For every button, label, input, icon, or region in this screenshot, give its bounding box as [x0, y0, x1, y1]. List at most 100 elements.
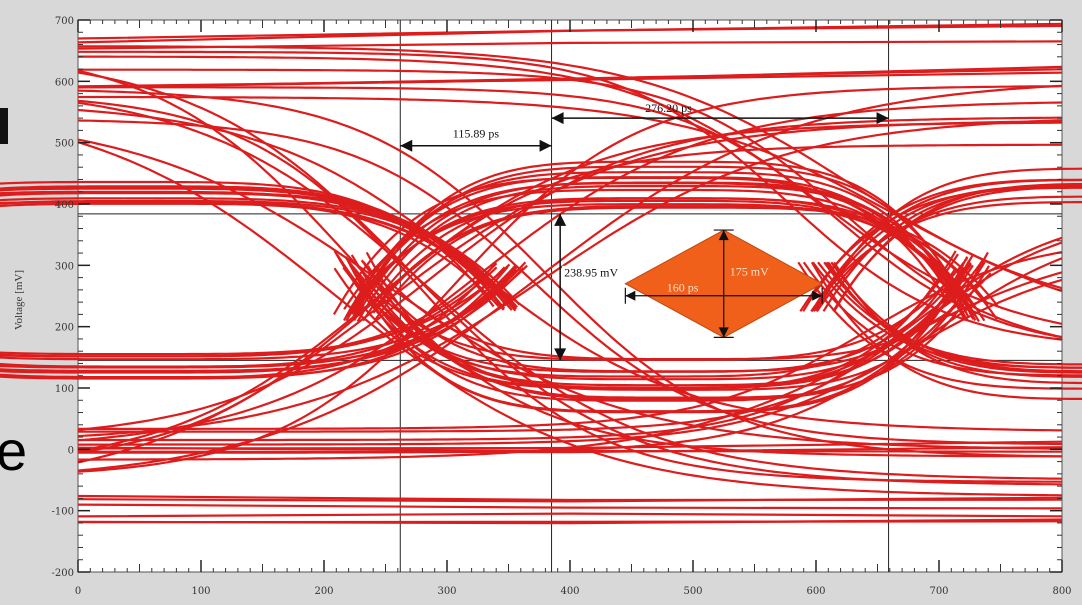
trace-line	[77, 84, 1063, 472]
trace-line	[816, 195, 1082, 312]
trace-line	[833, 182, 1082, 312]
trace-line	[77, 119, 1063, 438]
y-tick-label: 500	[55, 139, 74, 150]
y-tick-label: 700	[55, 16, 74, 27]
eye-width-label-bg	[432, 125, 503, 141]
mask-width-label: 160 ps	[667, 281, 699, 295]
annotations: 115.89 ps 276.20 ps 238.95 mV 160 ps 175 mV	[400, 101, 889, 361]
axis-ticks: 0 100 200 300 400 500 600 700 800 -200 -100 0 100 200…	[52, 16, 1072, 597]
y-tick-label: 400	[55, 200, 74, 211]
trace-line	[0, 264, 528, 361]
y-tick-label: 100	[55, 384, 74, 395]
x-tick-label: 300	[437, 586, 456, 597]
trace-line	[823, 261, 1082, 369]
eye-height-label-bg	[562, 265, 629, 282]
trace-line	[832, 186, 1082, 312]
side-letter: e	[0, 419, 27, 482]
x-tick-label: 200	[314, 586, 333, 597]
x-tick-label: 0	[75, 586, 81, 597]
trace-line	[349, 199, 973, 315]
y-tick-label: -100	[52, 507, 74, 518]
trace-line	[343, 188, 967, 310]
trace-line	[77, 141, 1063, 497]
trace-line	[0, 267, 525, 372]
trace-line	[78, 251, 1063, 430]
trace-series	[0, 22, 1082, 525]
trace-line	[77, 512, 1063, 518]
trace-line	[77, 40, 1063, 50]
x-tick-label: 800	[1052, 586, 1071, 597]
eye-height-arrow-head-bottom	[554, 348, 567, 361]
y-tick-label: -200	[52, 568, 74, 579]
trace-line	[77, 143, 1062, 454]
trace-line	[827, 261, 1082, 378]
trace-line	[374, 205, 998, 320]
trace-line	[0, 185, 503, 306]
trace-line	[78, 95, 1063, 293]
trace-line	[78, 86, 1063, 339]
trace-line	[811, 178, 1082, 312]
trace-line	[343, 176, 967, 322]
y-tick-label: 600	[55, 77, 74, 88]
x-tick-label: 400	[560, 586, 579, 597]
mask-width-head-left	[625, 290, 636, 301]
eye-width-arrow-head-right	[539, 139, 552, 152]
trace-line	[351, 160, 975, 320]
trace-line	[812, 184, 1082, 312]
trace-line	[822, 184, 1082, 312]
trace-line	[810, 261, 1082, 400]
trace-line	[797, 261, 1082, 390]
trace-line	[77, 121, 1062, 452]
trace-line	[78, 278, 1063, 446]
x-tick-label: 100	[191, 586, 210, 597]
y-tick-label: 0	[68, 445, 74, 456]
trace-line	[0, 187, 507, 306]
mask-height-head-bottom	[718, 327, 729, 338]
mask-width-head-right	[812, 290, 823, 301]
trace-line	[78, 236, 1063, 442]
trace-line	[0, 197, 521, 306]
trace-line	[77, 138, 1063, 450]
trace-line	[77, 108, 1063, 432]
period-label: 276.20 ps	[645, 101, 692, 115]
trace-line	[77, 101, 1063, 442]
trace-line	[77, 119, 1062, 446]
trace-line	[77, 446, 1063, 454]
plot-area	[77, 19, 1063, 573]
trace-line	[78, 50, 1063, 341]
trace-line	[77, 446, 1063, 453]
trace-line	[815, 167, 1082, 312]
eye-height-arrow-head-top	[554, 213, 567, 226]
trace-line	[0, 199, 518, 308]
trace-line	[77, 503, 1063, 510]
side-letter-fragment	[0, 108, 8, 144]
trace-line	[0, 192, 511, 305]
trace-line	[77, 71, 1063, 88]
eye-width-arrow-head-left	[400, 139, 413, 152]
x-tick-label: 600	[806, 586, 825, 597]
trace-line	[825, 261, 1082, 374]
y-axis-label: Voltage [mV]	[13, 270, 25, 330]
trace-line	[78, 55, 1063, 325]
period-arrow-head-left	[551, 112, 564, 125]
y-tick-label: 200	[55, 323, 74, 334]
trace-line	[802, 178, 1082, 312]
mask-height-label: 175 mV	[730, 265, 769, 279]
trace-line	[833, 261, 1082, 385]
x-tick-label: 700	[929, 586, 948, 597]
y-tick-label: 300	[55, 261, 74, 272]
mask-height-head-top	[718, 230, 729, 241]
eye-height-label: 238.95 mV	[564, 265, 618, 279]
trace-line	[77, 518, 1063, 525]
trace-line	[0, 264, 517, 374]
trace-line	[77, 89, 1063, 458]
period-arrow-head-right	[876, 112, 889, 125]
trace-line	[77, 496, 1063, 503]
x-tick-label: 500	[683, 586, 702, 597]
eye-width-label: 115.89 ps	[453, 127, 500, 141]
trace-line	[0, 263, 511, 356]
trace-line	[0, 202, 513, 311]
trace-line	[78, 241, 1063, 433]
